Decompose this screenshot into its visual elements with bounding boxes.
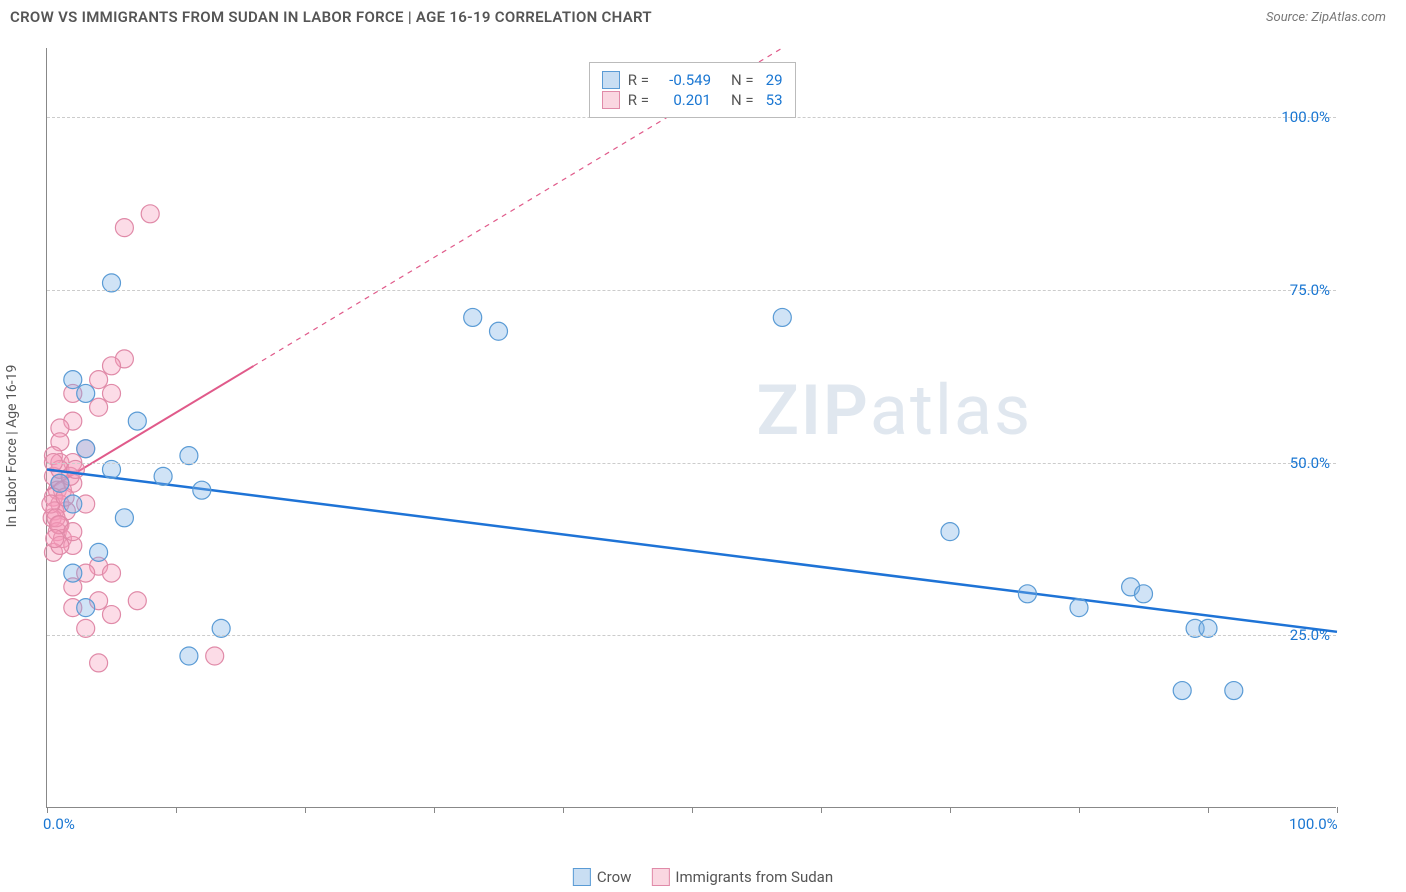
chart-title: CROW VS IMMIGRANTS FROM SUDAN IN LABOR F… [10,8,652,26]
data-point [64,495,82,513]
data-point [90,654,108,672]
data-point [490,322,508,340]
chart-plot-area: 25.0%50.0%75.0%100.0%0.0%100.0%ZIPatlasR… [46,48,1336,808]
chart-header: CROW VS IMMIGRANTS FROM SUDAN IN LABOR F… [0,0,1406,34]
data-point [1225,682,1243,700]
y-tick-label: 50.0% [1290,454,1330,472]
x-tick-mark [1079,807,1080,813]
data-point [64,371,82,389]
x-tick-label: 100.0% [1289,815,1338,833]
x-tick-mark [692,807,693,813]
data-point [103,606,121,624]
legend-swatch [602,71,620,89]
legend-row: R = -0.549 N = 29 [602,71,783,89]
data-point [206,647,224,665]
x-tick-mark [1337,807,1338,813]
data-point [941,523,959,541]
legend-r-label: R = [628,71,649,89]
legend-bottom: Crow Immigrants from Sudan [573,868,833,886]
x-tick-mark [176,807,177,813]
data-point [115,509,133,527]
data-point [103,357,121,375]
data-point [77,599,95,617]
data-point [90,543,108,561]
data-point [103,564,121,582]
data-point [90,371,108,389]
legend-n-label: N = [731,71,754,89]
data-point [464,308,482,326]
data-point [1070,599,1088,617]
grid-line [47,463,1336,464]
legend-bottom-item: Crow [573,868,632,886]
grid-line [47,635,1336,636]
data-point [154,467,172,485]
x-tick-mark [434,807,435,813]
grid-line [47,290,1336,291]
x-tick-mark [1208,807,1209,813]
y-axis-label: In Labor Force | Age 16-19 [4,365,20,528]
legend-r-value: -0.549 [661,71,711,89]
legend-r-label: R = [628,91,649,109]
data-point [1018,585,1036,603]
source-label: Source: ZipAtlas.com [1266,10,1386,25]
data-point [128,592,146,610]
legend-correlation: R = -0.549 N = 29 R = 0.201 N = 53 [589,62,796,118]
legend-row: R = 0.201 N = 53 [602,91,783,109]
x-tick-mark [305,807,306,813]
legend-series-label: Immigrants from Sudan [675,868,833,886]
legend-n-label: N = [731,91,754,109]
chart-svg [47,48,1336,807]
data-point [46,530,64,548]
legend-swatch [651,868,669,886]
data-point [773,308,791,326]
data-point [115,219,133,237]
legend-swatch [573,868,591,886]
data-point [1135,585,1153,603]
y-tick-label: 25.0% [1290,626,1330,644]
data-point [103,384,121,402]
legend-series-label: Crow [597,868,632,886]
data-point [193,481,211,499]
data-point [1173,682,1191,700]
data-point [64,564,82,582]
x-tick-mark [950,807,951,813]
y-tick-label: 75.0% [1290,281,1330,299]
x-tick-label: 0.0% [43,815,75,833]
data-point [141,205,159,223]
data-point [77,440,95,458]
y-tick-label: 100.0% [1281,108,1330,126]
data-point [90,398,108,416]
x-tick-mark [47,807,48,813]
x-tick-mark [821,807,822,813]
data-point [180,647,198,665]
legend-n-value: 29 [766,71,783,89]
data-point [128,412,146,430]
legend-n-value: 53 [766,91,783,109]
legend-bottom-item: Immigrants from Sudan [651,868,833,886]
legend-swatch [602,91,620,109]
x-tick-mark [563,807,564,813]
trend-line-crow [47,469,1337,631]
legend-r-value: 0.201 [661,91,711,109]
data-point [51,474,69,492]
data-point [77,384,95,402]
data-point [64,523,82,541]
